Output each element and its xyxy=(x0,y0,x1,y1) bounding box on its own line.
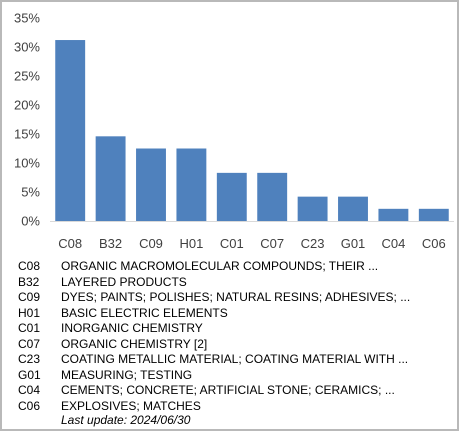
y-tick-label: 5% xyxy=(21,185,40,200)
x-axis: C08 B32 C09 H01 C01 C07 C23 G01 C04 C06 xyxy=(58,236,445,251)
x-tick-label: C23 xyxy=(301,236,325,251)
x-tick-label: C06 xyxy=(422,236,446,251)
last-update-text: Last update: 2024/06/30 xyxy=(61,413,191,427)
legend-row: B32 LAYERED PRODUCTS xyxy=(18,275,448,291)
legend-row: C09 DYES; PAINTS; POLISHES; NATURAL RESIN… xyxy=(18,290,448,306)
bar-h01 xyxy=(176,148,207,221)
legend-row: C23 COATING METALLIC MATERIAL; COATING MA… xyxy=(18,352,448,368)
legend-description: MEASURING; TESTING xyxy=(61,367,193,382)
y-tick-label: 15% xyxy=(14,127,40,142)
x-tick-label: G01 xyxy=(341,236,366,251)
x-tick-label: H01 xyxy=(179,236,203,251)
bar-c09 xyxy=(136,148,166,221)
y-axis: 0% 5% 10% 15% 20% 25% 30% 35% xyxy=(14,11,40,229)
y-tick-label: 10% xyxy=(14,156,40,171)
bar-b32 xyxy=(95,136,126,221)
bar-c01 xyxy=(216,172,247,221)
legend-description: ORGANIC CHEMISTRY [2] xyxy=(61,336,208,351)
x-tick-label: B32 xyxy=(99,236,122,251)
legend-row: C06 EXPLOSIVES; MATCHES xyxy=(18,399,448,415)
legend-code: C09 xyxy=(18,290,41,304)
legend-description: DYES; PAINTS; POLISHES; NATURAL RESINS; … xyxy=(61,290,411,304)
y-tick-label: 30% xyxy=(14,40,40,55)
legend-row: H01 BASIC ELECTRIC ELEMENTS xyxy=(18,306,448,322)
legend-description: BASIC ELECTRIC ELEMENTS xyxy=(61,305,228,320)
legend-description: CEMENTS; CONCRETE; ARTIFICIAL STONE; CER… xyxy=(61,383,395,397)
legend-description: EXPLOSIVES; MATCHES xyxy=(61,398,201,413)
x-tick-label: C07 xyxy=(260,236,284,251)
x-tick-label: C08 xyxy=(58,236,82,251)
x-tick-label: C09 xyxy=(139,236,163,251)
y-tick-label: 35% xyxy=(14,11,40,26)
x-tick-label: C04 xyxy=(381,236,405,251)
legend-row: G01 MEASURING; TESTING xyxy=(18,368,448,384)
bar-g01 xyxy=(338,196,368,221)
legend-description: COATING METALLIC MATERIAL; COATING MATER… xyxy=(61,352,409,366)
legend-row: C04 CEMENTS; CONCRETE; ARTIFICIAL STONE; … xyxy=(18,383,448,399)
bar-chart: 0%5%10%15%20%25%30%35% C08 B32 C09 H01 C01 C0… xyxy=(14,11,454,251)
legend-description: LAYERED PRODUCTS xyxy=(61,274,187,289)
legend-code: C01 xyxy=(18,321,41,335)
y-tick-label: 20% xyxy=(14,98,40,113)
bar-c08 xyxy=(55,40,86,221)
legend-row: C01 INORGANIC CHEMISTRY xyxy=(18,321,448,337)
legend-code: C07 xyxy=(18,336,41,351)
legend-code: C06 xyxy=(18,398,41,413)
legend-code: H01 xyxy=(18,305,41,320)
legend-description: INORGANIC CHEMISTRY xyxy=(61,321,203,335)
bar-c07 xyxy=(257,172,288,221)
bars xyxy=(55,40,449,221)
bar-c06 xyxy=(418,208,449,221)
x-tick-label: C01 xyxy=(220,236,244,251)
bar-c04 xyxy=(378,208,409,221)
legend-code: G01 xyxy=(18,367,41,382)
legend-row: C07 ORGANIC CHEMISTRY [2] xyxy=(18,337,448,353)
legend-code: B32 xyxy=(18,274,40,289)
y-tick-label: 0% xyxy=(21,214,40,229)
legend-code: C08 xyxy=(18,259,41,273)
legend-code: C04 xyxy=(18,383,41,397)
y-tick-label: 25% xyxy=(14,69,40,84)
legend-row: C08 ORGANIC MACROMOLECULAR COMPOUNDS; THE… xyxy=(18,259,448,275)
category-legend: C08 ORGANIC MACROMOLECULAR COMPOUNDS; THE… xyxy=(18,259,448,414)
legend-code: C23 xyxy=(18,352,41,366)
bar-c23 xyxy=(297,196,328,221)
legend-description: ORGANIC MACROMOLECULAR COMPOUNDS; THEIR … xyxy=(61,259,379,273)
